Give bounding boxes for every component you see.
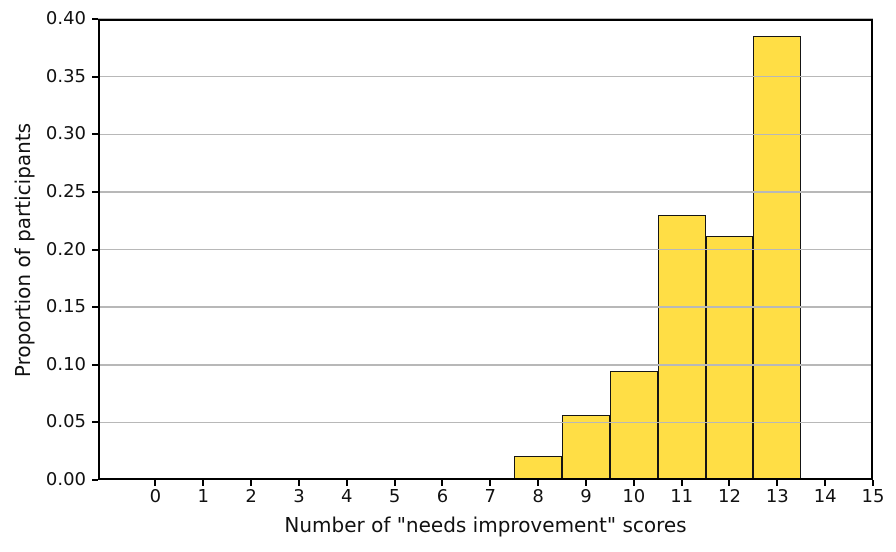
y-gridline-0.35 [98, 75, 873, 78]
x-tick-15 [872, 480, 874, 486]
plot-border [98, 19, 873, 480]
y-gridline-0.25 [98, 191, 873, 193]
x-tick-4 [345, 480, 348, 486]
x-tick-6 [441, 480, 444, 486]
y-tick-0.10 [92, 363, 98, 366]
y-tick-0.05 [92, 421, 98, 424]
y-tick-0.25 [92, 190, 98, 193]
x-tick-label-5: 5 [388, 486, 401, 507]
x-tick-9 [584, 480, 587, 486]
x-tick-label-2: 2 [245, 486, 257, 507]
x-tick-label-4: 4 [341, 486, 353, 507]
y-tick-0.35 [92, 75, 98, 78]
x-tick-label-10: 10 [622, 486, 646, 507]
x-tick-5 [393, 480, 396, 486]
x-tick-1 [202, 480, 205, 486]
x-tick-10 [632, 480, 635, 486]
y-gridline-0.30 [98, 133, 873, 135]
histogram-bar-9 [562, 415, 610, 480]
x-tick-label-15: 15 [861, 486, 885, 507]
y-tick-label-0.15: 0.15 [45, 296, 86, 318]
x-tick-13 [776, 480, 779, 486]
y-tick-0.40 [92, 18, 98, 20]
x-tick-3 [297, 480, 300, 486]
y-gridline-0.15 [98, 306, 873, 308]
histogram-bar-8 [514, 455, 563, 480]
y-tick-0.20 [92, 248, 98, 251]
y-tick-label-0.35: 0.35 [45, 65, 86, 87]
x-tick-0 [154, 480, 157, 486]
y-gridline-0.20 [98, 248, 873, 251]
x-tick-label-0: 0 [149, 486, 162, 507]
x-axis-title: Number of "needs improvement" scores [284, 513, 687, 537]
x-tick-label-3: 3 [293, 486, 305, 507]
x-tick-12 [728, 480, 731, 486]
y-tick-0.30 [92, 133, 98, 136]
y-tick-label-0.05: 0.05 [45, 411, 86, 433]
y-tick-0.15 [92, 306, 98, 309]
x-tick-8 [537, 480, 540, 486]
y-gridline-0.10 [98, 364, 873, 366]
x-tick-label-6: 6 [436, 486, 449, 507]
y-tick-label-0.40: 0.40 [45, 8, 86, 29]
y-tick-label-0.25: 0.25 [45, 180, 86, 202]
y-tick-label-0.30: 0.30 [45, 123, 86, 145]
x-tick-label-9: 9 [580, 486, 592, 507]
y-tick-label-0.20: 0.20 [45, 238, 86, 260]
histogram-bar-13 [753, 36, 802, 480]
x-tick-label-13: 13 [765, 486, 789, 507]
y-tick-label-0.10: 0.10 [45, 353, 86, 375]
x-tick-14 [824, 480, 827, 486]
histogram-bar-12 [705, 235, 754, 480]
y-axis-title: Proportion of participants [11, 122, 35, 378]
histogram-bar-11 [657, 214, 706, 480]
x-tick-2 [250, 480, 253, 486]
x-tick-label-1: 1 [197, 486, 209, 507]
x-tick-7 [489, 480, 492, 486]
x-tick-11 [680, 480, 683, 486]
x-tick-label-12: 12 [718, 486, 741, 507]
y-gridline-0.05 [98, 421, 873, 424]
x-tick-label-11: 11 [670, 486, 694, 507]
y-tick-0.00 [92, 479, 98, 481]
x-tick-label-7: 7 [484, 486, 497, 507]
x-tick-label-8: 8 [532, 486, 544, 507]
x-tick-label-14: 14 [813, 486, 837, 507]
y-tick-label-0.00: 0.00 [45, 469, 86, 490]
histogram-bar-10 [609, 370, 658, 480]
